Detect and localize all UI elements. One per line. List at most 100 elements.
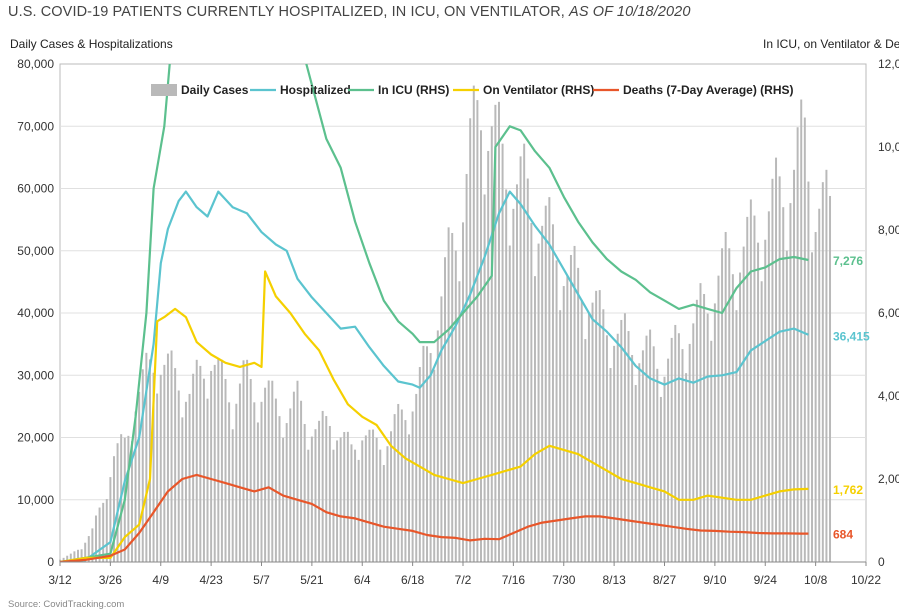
daily-case-bar [767,211,770,562]
daily-case-bar [296,380,299,562]
daily-case-bar [724,231,727,562]
daily-case-bar [580,299,583,562]
x-tick-label: 8/13 [602,573,626,587]
left-axis-title: Daily Cases & Hospitalizations [10,37,173,51]
daily-case-bar [433,369,436,562]
y2-tick-label: 6,000 [878,306,899,320]
y-tick-label: 10,000 [17,493,54,507]
daily-case-bar [595,290,598,562]
daily-case-bar [454,250,457,563]
daily-case-bar [426,346,429,562]
end-label-hospitalized: 36,415 [833,329,870,343]
chart-title: U.S. COVID-19 PATIENTS CURRENTLY HOSPITA… [8,4,691,20]
daily-case-bar [220,359,223,562]
daily-case-bar [526,178,529,563]
daily-case-bar [440,296,443,562]
daily-case-bar [127,435,130,562]
y2-tick-label: 8,000 [878,223,899,237]
daily-case-bar [548,197,551,562]
daily-case-bar [210,370,213,562]
daily-case-bar [494,104,497,562]
legend-label: On Ventilator (RHS) [483,83,594,97]
daily-case-bar [544,205,547,562]
legend-label: Hospitalized [280,83,351,97]
daily-case-bar [591,302,594,562]
daily-case-bar [746,216,749,563]
daily-case-bar [523,143,526,562]
daily-case-bar [246,359,249,562]
daily-case-bar [814,232,817,562]
x-tick-label: 3/12 [48,573,72,587]
daily-case-bar [213,364,216,562]
daily-case-bar [285,423,288,562]
daily-case-bar [350,444,353,562]
chart-title-main: U.S. COVID-19 PATIENTS CURRENTLY HOSPITA… [8,4,570,20]
daily-case-bar [289,408,292,562]
x-tick-label: 4/23 [199,573,223,587]
daily-case-bar [177,390,180,562]
daily-case-bar [620,319,623,562]
daily-case-bar [541,225,544,562]
x-tick-label: 9/24 [754,573,778,587]
daily-case-bar [458,281,461,562]
chart-title-asof: AS OF 10/18/2020 [569,4,691,20]
daily-case-bar [418,367,421,562]
daily-case-bar [803,117,806,562]
daily-case-bar [256,422,259,562]
daily-case-bar [267,380,270,562]
daily-case-bar [303,424,306,562]
daily-case-bar [368,429,371,562]
daily-case-bar [408,434,411,562]
daily-case-bar [710,340,713,562]
x-tick-label: 6/4 [354,573,371,587]
daily-case-bar [566,275,569,562]
daily-case-bar [462,222,464,562]
daily-case-bar [573,245,576,562]
daily-case-bar [483,194,486,562]
daily-case-bar [336,440,339,562]
daily-case-bar [681,349,684,562]
daily-case-bar [587,313,590,562]
daily-case-bar [411,411,414,562]
daily-case-bar [372,429,375,562]
daily-case-bar [59,559,61,562]
daily-case-bar [515,184,518,562]
daily-case-bar [825,169,828,562]
daily-case-bar [472,85,475,562]
daily-case-bar [282,437,285,562]
daily-case-bar [638,363,641,562]
axes: 0 10,000 20,000 30,000 40,000 50,000 60,000 70,… [17,57,899,587]
daily-case-bar [785,250,788,563]
daily-case-bar [354,449,357,562]
daily-case-bar [375,437,378,562]
end-label-icu: 7,276 [833,254,863,268]
daily-case-bar [400,409,403,562]
daily-case-bar [62,557,65,562]
daily-case-bar [602,309,605,562]
daily-case-bar [339,437,342,562]
legend-label: Daily Cases [181,83,249,97]
daily-case-bar [692,323,695,562]
end-labels: 7,276 36,415 1,762 684 [833,254,870,542]
daily-case-bar [699,283,702,562]
daily-case-bar [501,143,504,562]
daily-case-bar [170,350,173,562]
daily-case-bar [713,303,716,562]
daily-case-bar [487,150,490,562]
daily-case-bar [444,257,446,562]
daily-case-bar [605,335,608,562]
daily-case-bar [670,337,673,562]
daily-case-bar [77,549,79,562]
daily-case-bar [159,374,162,562]
daily-case-bar [364,435,367,562]
x-tick-label: 6/18 [401,573,425,587]
y-tick-label: 80,000 [17,57,54,71]
daily-case-bar [264,387,267,562]
daily-case-bar [731,274,734,562]
y-tick-label: 20,000 [17,431,54,445]
daily-case-bar [390,431,393,562]
daily-case-bar [228,402,231,562]
y2-tick-label: 12,000 [878,57,899,71]
daily-case-bar [192,373,195,562]
